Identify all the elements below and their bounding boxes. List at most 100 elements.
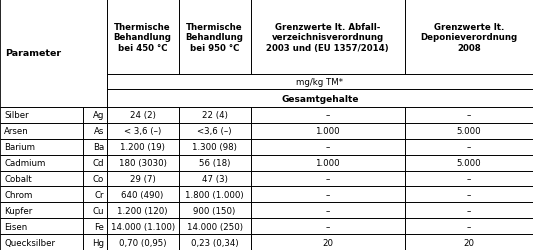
Text: 5.000: 5.000: [457, 127, 481, 136]
Text: mg/kg TM*: mg/kg TM*: [296, 78, 343, 87]
Bar: [107, 171, 179, 187]
Bar: [179, 218, 251, 234]
Bar: [0, 218, 83, 234]
Bar: [405, 123, 533, 139]
Bar: [405, 123, 533, 139]
Bar: [83, 234, 107, 250]
Bar: [405, 202, 533, 218]
Text: 14.000 (1.100): 14.000 (1.100): [110, 222, 175, 231]
Bar: [0, 108, 83, 123]
Text: 47 (3): 47 (3): [201, 174, 228, 183]
Text: –: –: [326, 142, 330, 152]
Text: 24 (2): 24 (2): [130, 111, 156, 120]
Text: –: –: [467, 190, 471, 199]
Bar: [83, 234, 107, 250]
Text: Kupfer: Kupfer: [4, 206, 33, 215]
Text: 5.000: 5.000: [457, 158, 481, 168]
Bar: [405, 187, 533, 202]
Bar: [405, 234, 533, 250]
Bar: [107, 123, 179, 139]
Bar: [405, 218, 533, 234]
Bar: [107, 187, 179, 202]
Bar: [0, 0, 107, 108]
Bar: [251, 123, 405, 139]
Bar: [179, 0, 251, 75]
Bar: [83, 139, 107, 155]
Text: Cd: Cd: [92, 158, 104, 168]
Bar: [107, 202, 179, 218]
Bar: [405, 171, 533, 187]
Bar: [251, 187, 405, 202]
Text: 1.000: 1.000: [316, 158, 340, 168]
Text: <3,6 (–): <3,6 (–): [197, 127, 232, 136]
Bar: [405, 155, 533, 171]
Text: 56 (18): 56 (18): [199, 158, 230, 168]
Bar: [0, 171, 83, 187]
Bar: [0, 202, 83, 218]
Bar: [179, 139, 251, 155]
Text: 640 (490): 640 (490): [122, 190, 164, 199]
Text: Ag: Ag: [93, 111, 104, 120]
Text: 20: 20: [322, 238, 333, 246]
Bar: [83, 155, 107, 171]
Text: Barium: Barium: [4, 142, 35, 152]
Bar: [251, 139, 405, 155]
Text: –: –: [467, 174, 471, 183]
Bar: [107, 234, 179, 250]
Bar: [179, 123, 251, 139]
Bar: [251, 234, 405, 250]
Bar: [405, 187, 533, 202]
Text: Hg: Hg: [92, 238, 104, 246]
Text: 20: 20: [464, 238, 474, 246]
Bar: [405, 0, 533, 75]
Bar: [179, 187, 251, 202]
Bar: [107, 75, 533, 90]
Bar: [251, 171, 405, 187]
Bar: [179, 234, 251, 250]
Bar: [107, 171, 179, 187]
Bar: [405, 202, 533, 218]
Bar: [107, 218, 179, 234]
Text: 900 (150): 900 (150): [193, 206, 236, 215]
Bar: [107, 90, 533, 108]
Bar: [0, 171, 83, 187]
Bar: [83, 171, 107, 187]
Bar: [251, 108, 405, 123]
Text: 1.300 (98): 1.300 (98): [192, 142, 237, 152]
Bar: [0, 202, 83, 218]
Bar: [405, 139, 533, 155]
Bar: [251, 202, 405, 218]
Text: –: –: [326, 174, 330, 183]
Text: –: –: [326, 111, 330, 120]
Bar: [83, 108, 107, 123]
Bar: [0, 123, 83, 139]
Bar: [179, 108, 251, 123]
Bar: [107, 202, 179, 218]
Text: 180 (3030): 180 (3030): [119, 158, 166, 168]
Text: Fe: Fe: [94, 222, 104, 231]
Bar: [83, 202, 107, 218]
Bar: [107, 218, 179, 234]
Text: Eisen: Eisen: [4, 222, 28, 231]
Bar: [0, 187, 83, 202]
Text: –: –: [326, 222, 330, 231]
Bar: [179, 218, 251, 234]
Bar: [405, 108, 533, 123]
Bar: [251, 187, 405, 202]
Text: 22 (4): 22 (4): [201, 111, 228, 120]
Text: 1.200 (120): 1.200 (120): [117, 206, 168, 215]
Bar: [179, 202, 251, 218]
Bar: [251, 155, 405, 171]
Bar: [251, 171, 405, 187]
Bar: [405, 171, 533, 187]
Text: 1.800 (1.000): 1.800 (1.000): [185, 190, 244, 199]
Bar: [0, 139, 83, 155]
Text: –: –: [326, 206, 330, 215]
Text: Quecksilber: Quecksilber: [4, 238, 55, 246]
Text: –: –: [467, 222, 471, 231]
Text: < 3,6 (–): < 3,6 (–): [124, 127, 161, 136]
Bar: [179, 187, 251, 202]
Bar: [251, 234, 405, 250]
Bar: [405, 108, 533, 123]
Bar: [179, 234, 251, 250]
